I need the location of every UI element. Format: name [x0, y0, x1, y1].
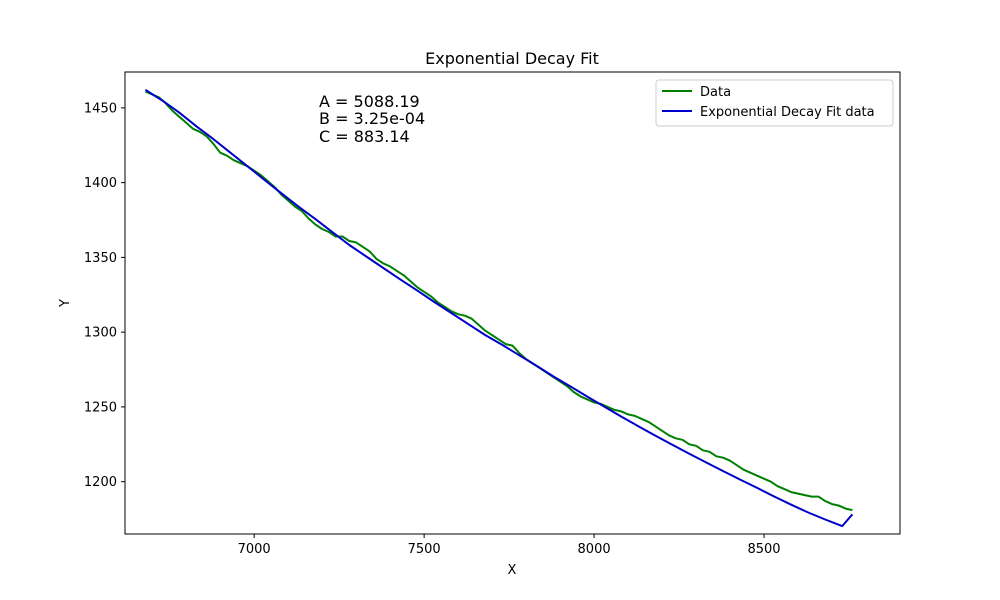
x-tick-label: 8000 — [578, 542, 611, 557]
x-axis-label: X — [508, 563, 517, 578]
y-axis: 1200 1250 1300 1350 1400 1450 — [84, 101, 125, 490]
y-tick-label: 1250 — [84, 400, 117, 415]
legend-label-data: Data — [700, 85, 731, 100]
x-tick-label: 7500 — [408, 542, 441, 557]
legend: Data Exponential Decay Fit data — [655, 79, 894, 127]
x-tick-label: 7000 — [238, 542, 271, 557]
x-tick-label: 8500 — [747, 542, 780, 557]
y-tick-label: 1400 — [84, 176, 117, 191]
y-tick-label: 1350 — [84, 251, 117, 266]
annotation-c: C = 883.14 — [319, 127, 410, 146]
x-axis: 7000 7500 8000 8500 — [238, 534, 781, 557]
annotation-b: B = 3.25e-04 — [319, 109, 425, 128]
y-tick-label: 1450 — [84, 101, 117, 116]
series-fit-line — [144, 88, 854, 528]
plot-area — [144, 88, 854, 528]
axes-frame — [124, 71, 901, 535]
y-tick-label: 1200 — [84, 475, 117, 490]
annotation-a: A = 5088.19 — [319, 92, 420, 111]
y-axis-label: Y — [58, 299, 73, 308]
y-tick-label: 1300 — [84, 326, 117, 341]
chart-title: Exponential Decay Fit — [425, 49, 599, 68]
fit-parameters-annotation: A = 5088.19 B = 3.25e-04 C = 883.14 — [319, 92, 425, 146]
legend-box — [655, 79, 894, 127]
series-data-line — [144, 90, 853, 512]
legend-label-fit: Exponential Decay Fit data — [700, 105, 875, 120]
